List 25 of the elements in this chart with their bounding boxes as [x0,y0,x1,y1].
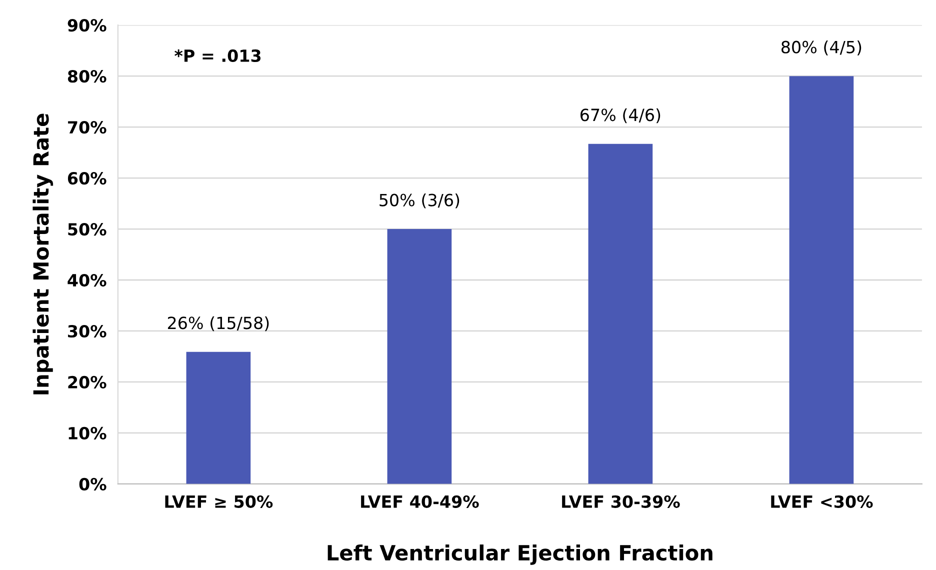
bar [789,76,854,484]
x-tick-label: LVEF <30% [771,495,873,508]
y-tick-label: 40% [68,274,106,287]
data-label: 50% (3/6) [380,193,460,208]
y-tick-label: 50% [68,222,106,236]
y-tick-label: 20% [68,376,106,389]
data-label: 67% (4/6) [580,108,660,124]
data-label: 80% (4/5) [782,40,862,56]
y-tick-label: 90% [68,19,106,32]
y-tick-label: 70% [68,121,106,134]
y-axis-title: Inpatient Mortality Rate [32,114,54,394]
bar [387,229,452,484]
annotation: *P = .013 [174,49,261,62]
y-tick-label: 0% [79,478,106,490]
y-tick-label: 10% [68,426,106,440]
y-tick-label: 60% [68,172,106,185]
bar [186,352,251,484]
data-label: 26% (15/58) [168,316,269,332]
y-tick-label: 30% [68,324,106,338]
bar [588,144,653,484]
x-axis-title: Left Ventricular Ejection Fraction [328,544,712,565]
y-tick-label: 80% [68,70,106,83]
x-tick-label: LVEF 30-39% [562,495,680,508]
x-tick-label: LVEF 40-49% [361,495,479,508]
x-tick-label: LVEF ≥ 50% [165,495,273,508]
